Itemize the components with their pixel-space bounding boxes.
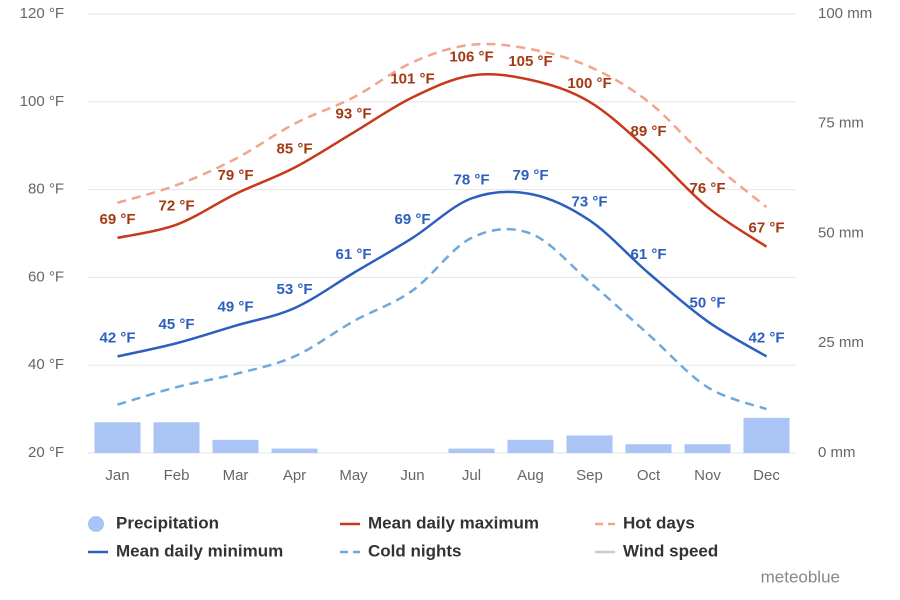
- x-tick-label: Nov: [694, 467, 721, 484]
- data-label: 45 °F: [158, 316, 194, 333]
- y2-tick-label: 50 mm: [818, 224, 864, 241]
- y2-tick-label: 25 mm: [818, 334, 864, 351]
- data-label: 61 °F: [630, 246, 666, 263]
- precipitation-bar: [566, 435, 613, 453]
- legend-label: Wind speed: [623, 541, 718, 560]
- data-label: 72 °F: [158, 198, 194, 215]
- data-label: 105 °F: [508, 53, 552, 70]
- y-tick-label: 60 °F: [28, 268, 64, 285]
- x-tick-label: Sep: [576, 467, 603, 484]
- x-tick-label: Jun: [400, 467, 424, 484]
- data-label: 93 °F: [335, 105, 371, 122]
- data-label: 89 °F: [630, 123, 666, 140]
- y-tick-label: 100 °F: [20, 93, 64, 110]
- x-tick-label: Dec: [753, 467, 780, 484]
- series-line: [117, 42, 768, 209]
- precipitation-bar: [743, 417, 790, 453]
- y-tick-label: 40 °F: [28, 356, 64, 373]
- legend-label: Cold nights: [368, 541, 461, 560]
- precipitation-bar: [153, 422, 200, 453]
- precipitation-bar: [94, 422, 141, 453]
- data-label: 61 °F: [335, 246, 371, 263]
- precipitation-bar: [684, 444, 731, 453]
- data-label: 53 °F: [276, 281, 312, 298]
- data-label: 106 °F: [449, 48, 493, 65]
- y2-tick-label: 0 mm: [818, 444, 856, 461]
- legend-symbol: [88, 516, 104, 532]
- data-label: 79 °F: [512, 167, 548, 184]
- precipitation-bar: [448, 448, 495, 453]
- data-label: 69 °F: [394, 211, 430, 228]
- series-line: [117, 227, 767, 411]
- series-line: [117, 190, 768, 358]
- data-label: 76 °F: [689, 180, 725, 197]
- data-label: 67 °F: [748, 220, 784, 237]
- series-line: [117, 73, 768, 248]
- data-label: 73 °F: [571, 193, 607, 210]
- legend-label: Mean daily minimum: [116, 541, 283, 560]
- precipitation-bar: [625, 444, 672, 453]
- precipitation-bar: [507, 439, 554, 453]
- y2-tick-label: 100 mm: [818, 5, 872, 22]
- data-label: 50 °F: [689, 294, 725, 311]
- y-tick-label: 120 °F: [20, 5, 64, 22]
- x-tick-label: Aug: [517, 467, 544, 484]
- x-tick-label: Feb: [164, 467, 190, 484]
- data-label: 79 °F: [217, 167, 253, 184]
- x-tick-label: May: [339, 467, 368, 484]
- watermark: meteoblue: [761, 567, 840, 586]
- data-label: 69 °F: [99, 211, 135, 228]
- data-label: 85 °F: [276, 141, 312, 158]
- data-label: 42 °F: [748, 329, 784, 346]
- x-tick-label: Oct: [637, 467, 661, 484]
- legend-label: Hot days: [623, 513, 695, 532]
- x-tick-label: Jan: [105, 467, 129, 484]
- data-label: 78 °F: [453, 171, 489, 188]
- data-label: 101 °F: [390, 70, 434, 87]
- x-tick-label: Jul: [462, 467, 481, 484]
- legend-label: Precipitation: [116, 513, 219, 532]
- x-tick-label: Mar: [223, 467, 249, 484]
- data-label: 49 °F: [217, 299, 253, 316]
- precipitation-bar: [212, 439, 259, 453]
- y2-tick-label: 75 mm: [818, 115, 864, 132]
- x-tick-label: Apr: [283, 467, 306, 484]
- legend-label: Mean daily maximum: [368, 513, 539, 532]
- data-label: 100 °F: [567, 75, 611, 92]
- data-label: 42 °F: [99, 329, 135, 346]
- y-tick-label: 80 °F: [28, 181, 64, 198]
- y-tick-label: 20 °F: [28, 444, 64, 461]
- precipitation-bar: [271, 448, 318, 453]
